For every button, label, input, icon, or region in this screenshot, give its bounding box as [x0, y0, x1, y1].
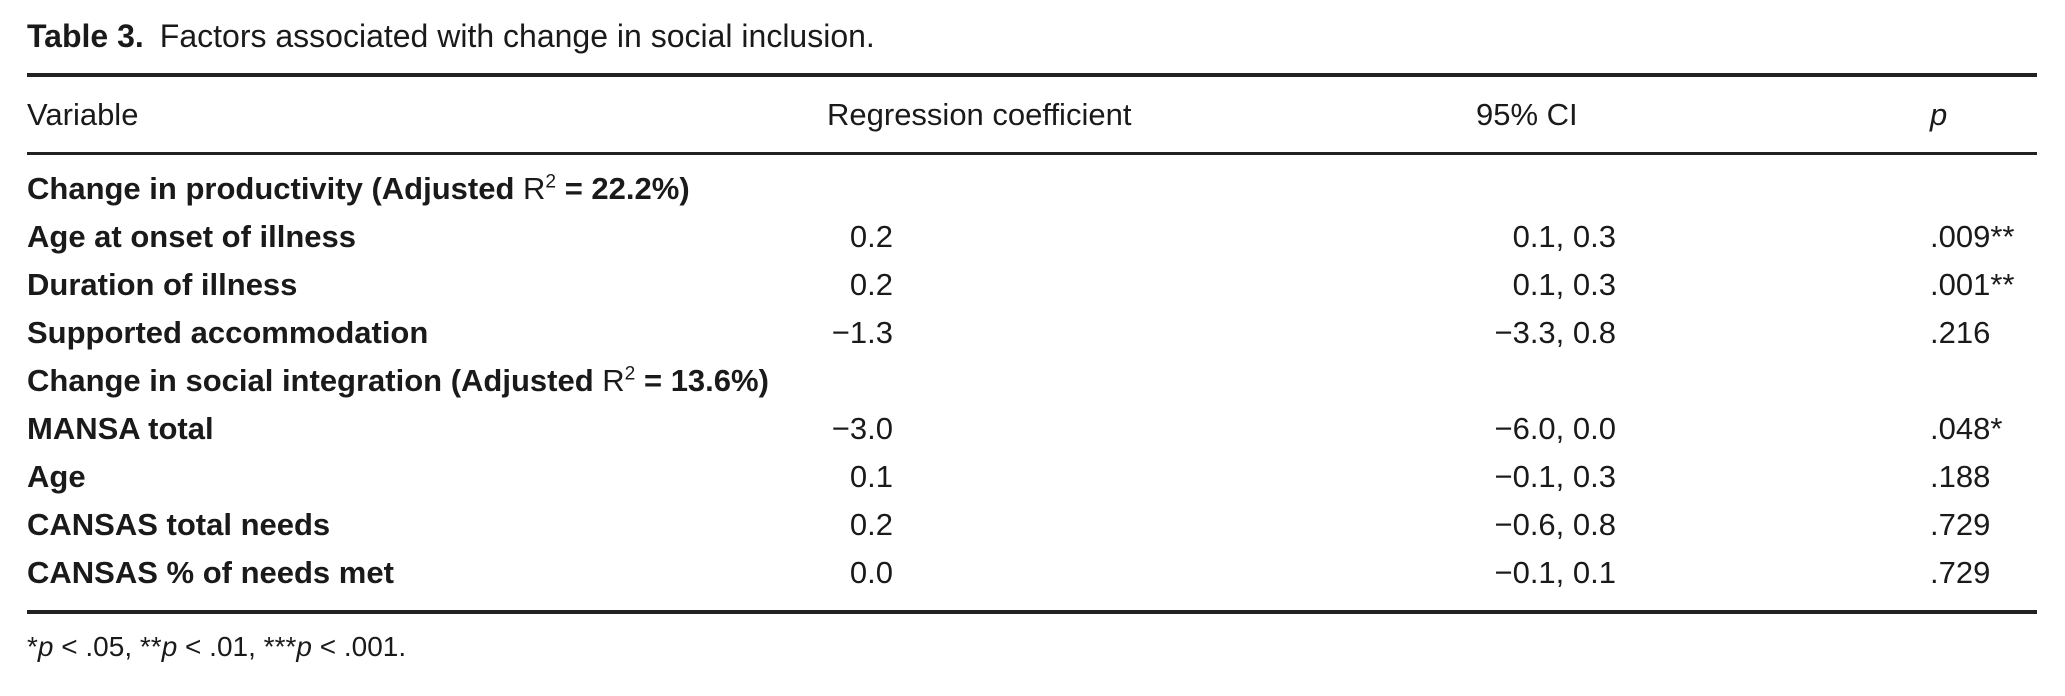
- variable-cell: CANSAS % of needs met: [27, 555, 394, 590]
- p-value-cell: .216: [1930, 315, 1991, 350]
- ci-cell: −0.1, 0.1: [1494, 555, 1616, 590]
- table-caption: Factors associated with change in social…: [159, 18, 875, 54]
- variable-cell: Supported accommodation: [27, 315, 429, 350]
- ci-cell: −6.0, 0.0: [1494, 411, 1616, 446]
- variable-cell: Age at onset of illness: [27, 219, 357, 254]
- table-number: Table 3.: [27, 18, 144, 54]
- coefficient-cell: 0.1: [849, 459, 893, 494]
- ci-cell: −0.6, 0.8: [1494, 507, 1616, 542]
- p-value-cell: .048*: [1930, 411, 2003, 446]
- section-title-cell: Change in social integration (Adjusted R…: [27, 363, 769, 398]
- table-body: Change in productivity (Adjusted R2 = 22…: [27, 154, 2037, 613]
- data-row: CANSAS total needs 0.2 −0.6, 0.8 .729: [27, 501, 2037, 549]
- section-row: Change in productivity (Adjusted R2 = 22…: [27, 154, 2037, 214]
- col-header-variable: Variable: [27, 75, 800, 155]
- col-header-95ci: 95% CI: [1165, 75, 1680, 155]
- section-row: Change in social integration (Adjusted R…: [27, 357, 2037, 405]
- variable-cell: Age: [27, 459, 86, 494]
- data-row: MANSA total −3.0 −6.0, 0.0 .048*: [27, 405, 2037, 453]
- variable-cell: MANSA total: [27, 411, 214, 446]
- data-row: Duration of illness 0.2 0.1, 0.3 .001**: [27, 261, 2037, 309]
- variable-cell: Duration of illness: [27, 267, 298, 302]
- data-row: Age at onset of illness 0.2 0.1, 0.3 .009**: [27, 213, 2037, 261]
- data-row: Age 0.1 −0.1, 0.3 .188: [27, 453, 2037, 501]
- col-header-regression-coefficient: Regression coefficient: [800, 75, 1165, 155]
- coefficient-cell: −3.0: [831, 411, 893, 446]
- data-row: CANSAS % of needs met 0.0 −0.1, 0.1 .729: [27, 549, 2037, 612]
- col-header-p: p: [1680, 75, 2037, 155]
- coefficient-cell: 0.2: [849, 507, 893, 542]
- ci-cell: 0.1, 0.3: [1512, 267, 1616, 302]
- data-row: Supported accommodation −1.3 −3.3, 0.8 .216: [27, 309, 2037, 357]
- p-value-cell: .188: [1930, 459, 1991, 494]
- section-title-cell: Change in productivity (Adjusted R2 = 22…: [27, 171, 690, 206]
- table-title: Table 3. Factors associated with change i…: [27, 18, 875, 55]
- p-value-cell: .729: [1930, 507, 1991, 542]
- significance-footnote: *p < .05, **p < .01, ***p < .001.: [27, 631, 407, 662]
- coefficient-cell: −1.3: [831, 315, 893, 350]
- p-value-cell: .729: [1930, 555, 1991, 590]
- header-row: Variable Regression coefficient 95% CI p: [27, 75, 2037, 155]
- ci-cell: −0.1, 0.3: [1494, 459, 1616, 494]
- coefficient-cell: 0.2: [849, 267, 893, 302]
- ci-cell: 0.1, 0.3: [1512, 219, 1616, 254]
- results-table: Variable Regression coefficient 95% CI p…: [27, 73, 2037, 614]
- coefficient-cell: 0.0: [849, 555, 893, 590]
- p-value-cell: .009**: [1930, 219, 2015, 254]
- ci-cell: −3.3, 0.8: [1494, 315, 1616, 350]
- coefficient-cell: 0.2: [849, 219, 893, 254]
- p-value-cell: .001**: [1930, 267, 2015, 302]
- variable-cell: CANSAS total needs: [27, 507, 331, 542]
